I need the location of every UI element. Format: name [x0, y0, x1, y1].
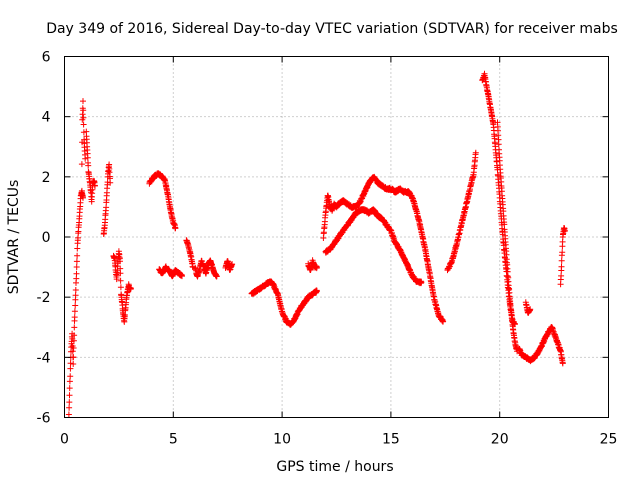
- data-point: [84, 154, 91, 161]
- x-tick-label: 5: [169, 432, 178, 448]
- data-point: [73, 258, 80, 265]
- data-point: [73, 270, 80, 277]
- data-point: [80, 107, 87, 114]
- data-point: [65, 411, 72, 418]
- data-point: [558, 257, 565, 264]
- data-point: [527, 306, 534, 313]
- data-point: [70, 361, 77, 367]
- data-point: [495, 141, 502, 148]
- x-tick-label: 20: [491, 432, 509, 448]
- data-point: [72, 292, 79, 299]
- x-tick-label: 10: [273, 432, 291, 448]
- x-tick-label: 25: [600, 432, 618, 448]
- y-tick-label: 4: [42, 110, 51, 126]
- data-point: [107, 179, 114, 186]
- data-point: [69, 348, 76, 355]
- data-point: [70, 354, 77, 361]
- data-point: [78, 161, 85, 168]
- data-point: [80, 121, 87, 128]
- data-point: [92, 182, 98, 189]
- data-point: [67, 373, 74, 380]
- y-tick-label: 6: [42, 50, 51, 66]
- data-point: [72, 302, 79, 309]
- data-point: [558, 263, 565, 270]
- data-point: [66, 392, 73, 399]
- data-point: [104, 179, 111, 186]
- data-point: [418, 279, 425, 286]
- y-tick-label: -2: [37, 290, 51, 306]
- data-point: [559, 249, 566, 256]
- data-point: [213, 273, 220, 280]
- data-point: [74, 245, 81, 252]
- data-point: [70, 337, 77, 344]
- x-tick-label: 0: [60, 432, 69, 448]
- y-tick-label: 0: [42, 230, 51, 246]
- data-point: [82, 155, 89, 162]
- data-point: [67, 360, 74, 367]
- data-point: [66, 399, 73, 406]
- data-point: [67, 365, 74, 372]
- data-point: [179, 273, 185, 280]
- data-point: [229, 261, 236, 268]
- data-point: [72, 287, 79, 293]
- data-point: [117, 284, 124, 291]
- data-point: [313, 264, 320, 271]
- y-axis-label: SDTVAR / TECUs: [6, 180, 22, 295]
- data-point: [79, 111, 86, 118]
- data-point: [85, 162, 92, 169]
- data-point: [71, 314, 78, 321]
- data-points: [65, 70, 568, 418]
- data-point: [80, 114, 87, 121]
- data-point: [559, 360, 566, 367]
- data-point: [117, 270, 124, 277]
- data-point: [440, 318, 447, 325]
- data-point: [74, 252, 81, 259]
- data-point: [66, 404, 73, 411]
- data-point: [71, 308, 78, 315]
- data-point: [117, 258, 123, 265]
- data-point: [66, 378, 73, 385]
- data-point: [313, 288, 320, 295]
- x-axis-label: GPS time / hours: [276, 459, 393, 475]
- y-tick-label: 2: [42, 170, 51, 186]
- y-tick-label: -4: [37, 350, 51, 366]
- chart-title: Day 349 of 2016, Sidereal Day-to-day VTE…: [46, 21, 618, 37]
- data-point: [71, 332, 78, 339]
- data-point: [117, 277, 124, 284]
- data-point: [70, 345, 77, 351]
- x-tick-label: 15: [382, 432, 400, 448]
- data-point: [80, 194, 86, 201]
- data-point: [472, 149, 479, 156]
- data-point: [558, 272, 565, 279]
- data-point: [127, 285, 134, 292]
- data-point: [66, 385, 73, 392]
- data-point: [71, 324, 78, 331]
- axis-ticks: 0 5 10 15 20 25 -6 -4 -2 0 2 4 6: [37, 50, 618, 448]
- y-tick-label: -6: [37, 411, 51, 427]
- data-point: [562, 228, 568, 234]
- data-point: [172, 225, 179, 231]
- data-point: [80, 98, 86, 105]
- data-point: [73, 264, 80, 270]
